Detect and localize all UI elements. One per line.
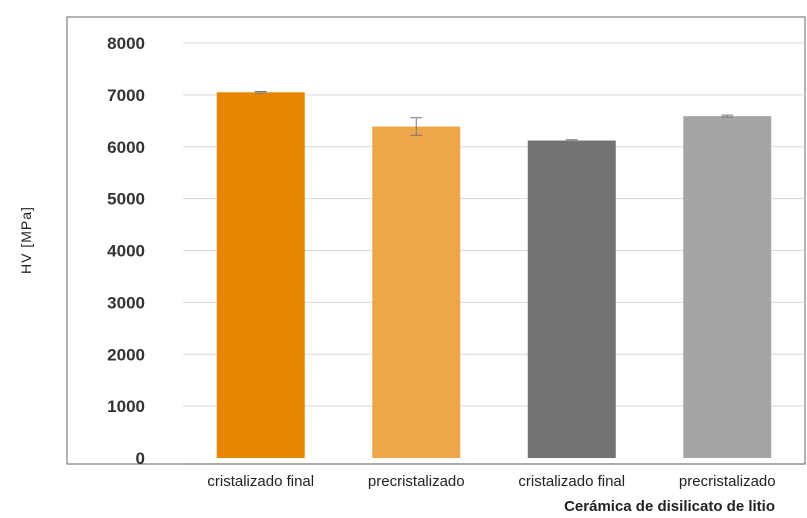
x-category-label: precristalizado [368,473,465,490]
bars [216,92,772,459]
x-category-labels: cristalizado final precristalizado cristal… [207,473,775,490]
bar-1 [216,92,305,458]
y-tick-label: 7000 [107,86,145,105]
y-tick-label: 5000 [107,190,145,209]
x-axis-title: Cerámica de disilicato de litio [564,498,775,515]
bar-4 [683,116,772,459]
y-tick-label: 0 [136,449,145,468]
error-bar-1 [254,91,267,94]
x-category-label: cristalizado final [518,473,625,490]
bar-3 [527,140,616,458]
y-tick-labels: 0 1000 2000 3000 4000 5000 6000 7000 8000 [107,34,145,468]
y-tick-label: 6000 [107,138,145,157]
error-bar-2 [410,117,423,136]
error-bar-4 [721,114,734,118]
y-axis-title: HV [MPa] [18,206,34,274]
error-bar-3 [565,139,578,142]
x-category-label: cristalizado final [207,473,314,490]
y-tick-label: 3000 [107,293,145,312]
y-tick-label: 4000 [107,242,145,261]
bar-2 [372,126,461,459]
x-category-label: precristalizado [679,473,776,490]
y-tick-label: 1000 [107,397,145,416]
y-tick-label: 8000 [107,34,145,53]
y-tick-label: 2000 [107,345,145,364]
error-bars [254,91,734,142]
